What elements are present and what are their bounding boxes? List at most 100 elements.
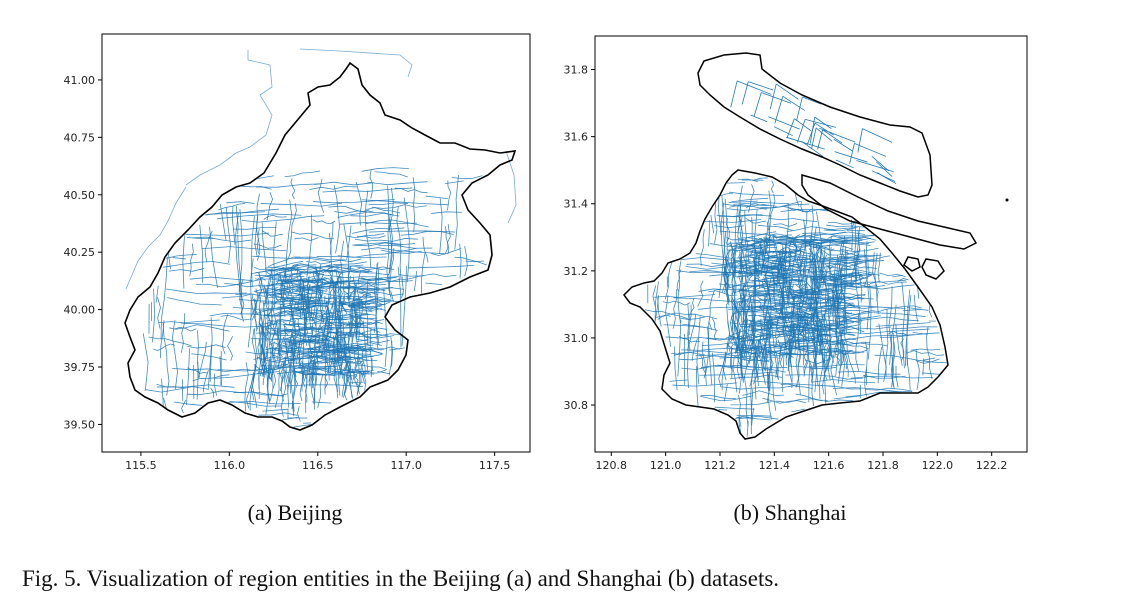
shanghai-road [731, 251, 735, 275]
shanghai-road [737, 185, 743, 249]
shanghai-road [833, 138, 853, 152]
beijing-x-tick-label: 116.0 [214, 459, 246, 472]
shanghai-road [818, 276, 863, 283]
beijing-road [327, 263, 343, 267]
shanghai-road [718, 231, 727, 299]
beijing-road [293, 423, 313, 428]
shanghai-road [751, 292, 799, 299]
beijing-road [354, 238, 418, 242]
beijing-road [256, 228, 261, 261]
shanghai-road [750, 348, 777, 356]
shanghai-road [828, 297, 832, 331]
beijing-road [207, 344, 212, 390]
beijing-road [167, 252, 171, 270]
shanghai-road [801, 141, 824, 157]
shanghai-road [734, 415, 749, 420]
shanghai-road [865, 387, 913, 392]
beijing-road [340, 308, 383, 312]
shanghai-road [906, 350, 945, 356]
beijing-road [182, 235, 185, 289]
beijing-road [386, 213, 391, 291]
beijing-road [272, 293, 279, 306]
shanghai-road [744, 274, 753, 313]
shanghai-road [798, 248, 802, 269]
shanghai-road [796, 96, 803, 122]
beijing-road [249, 293, 254, 321]
shanghai-road [863, 248, 870, 330]
shanghai-road [722, 353, 727, 381]
beijing-road [187, 344, 226, 349]
shanghai-road [795, 393, 828, 401]
shanghai-road [825, 264, 852, 268]
shanghai-road [819, 127, 856, 143]
shanghai-road [738, 394, 742, 433]
shanghai-road [700, 394, 737, 400]
shanghai-road [762, 315, 849, 319]
beijing-road [288, 236, 292, 258]
beijing-road [317, 178, 325, 213]
beijing-road [218, 203, 246, 211]
shanghai-road [838, 276, 867, 281]
beijing-y-tick-label: 40.50 [64, 189, 96, 202]
shanghai-road [867, 284, 872, 360]
shanghai-road [714, 406, 755, 410]
shanghai-road [751, 217, 753, 241]
shanghai-road [764, 256, 808, 259]
shanghai-road [685, 265, 749, 270]
beijing-road [260, 278, 289, 284]
beijing-x-tick-label: 115.5 [125, 459, 157, 472]
beijing-road [265, 346, 301, 352]
beijing-road [271, 301, 280, 339]
shanghai-road [834, 315, 838, 346]
shanghai-road [740, 335, 743, 357]
shanghai-road [741, 265, 756, 270]
beijing-road [257, 175, 274, 180]
shanghai-road [737, 349, 775, 356]
shanghai-road [726, 273, 754, 278]
beijing-road [265, 366, 269, 415]
beijing-road [166, 288, 247, 295]
beijing-outer-road [299, 48, 413, 78]
beijing-road [447, 180, 452, 211]
beijing-road [355, 295, 392, 301]
beijing-road [330, 222, 334, 255]
shanghai-road [710, 214, 715, 233]
beijing-road [401, 276, 404, 299]
shanghai-road [777, 246, 796, 253]
shanghai-road [836, 292, 842, 330]
beijing-road [250, 373, 255, 401]
beijing-road [189, 276, 253, 281]
shanghai-road [786, 315, 809, 319]
beijing-road [344, 361, 351, 394]
beijing-y-tick-label: 39.50 [64, 418, 96, 431]
beijing-road [312, 219, 336, 225]
shanghai-road [686, 259, 750, 267]
beijing-axes-frame [101, 33, 531, 453]
shanghai-road [891, 326, 938, 330]
shanghai-y-tick-label: 31.0 [564, 332, 589, 345]
beijing-road [282, 321, 303, 326]
beijing-road [367, 181, 428, 186]
shanghai-road [797, 290, 802, 354]
beijing-road [339, 222, 418, 225]
shanghai-road [752, 293, 815, 299]
beijing-road [258, 310, 264, 390]
beijing-x-axis: 115.5 116.0 116.5 117.0 117.5 [125, 452, 510, 472]
beijing-road [210, 387, 215, 398]
shanghai-road [738, 252, 743, 268]
beijing-road [451, 175, 483, 179]
beijing-road [279, 330, 308, 335]
shanghai-road [774, 242, 778, 267]
shanghai-road [885, 309, 889, 377]
shanghai-road [733, 202, 790, 205]
shanghai-road [752, 255, 777, 261]
shanghai-road [795, 353, 802, 388]
beijing-road [309, 185, 358, 191]
beijing-road [343, 374, 348, 401]
beijing-road [348, 304, 375, 311]
beijing-road [145, 386, 209, 393]
shanghai-road [672, 382, 738, 387]
shanghai-boundary-line [623, 169, 949, 440]
shanghai-x-tick-label: 121.6 [813, 459, 845, 472]
shanghai-road [789, 240, 829, 245]
